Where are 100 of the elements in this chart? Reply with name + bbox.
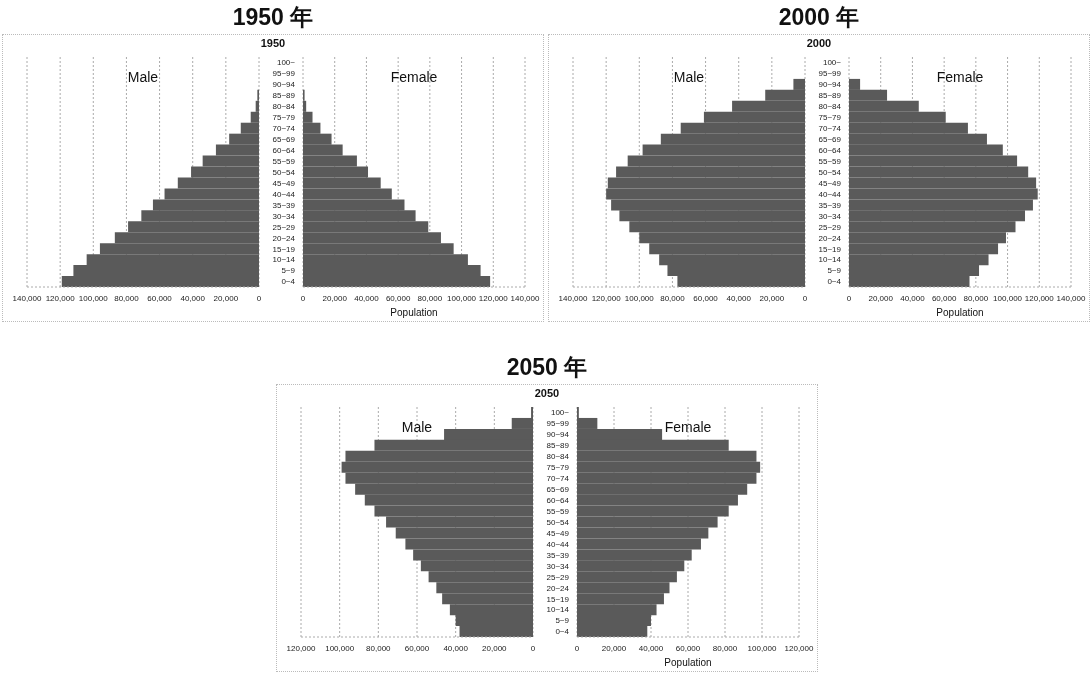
chart-title: 2000 年 bbox=[777, 3, 861, 32]
y-tick-label: 55~59 bbox=[272, 156, 296, 166]
y-tick-label: 70~74 bbox=[546, 474, 570, 484]
y-tick-label: 25~29 bbox=[546, 572, 570, 582]
y-tick-label: 40~44 bbox=[818, 189, 842, 199]
y-tick-label: 5~9 bbox=[281, 266, 296, 276]
y-tick-label: 35~39 bbox=[818, 200, 842, 210]
x-tick-label: 80,000 bbox=[660, 293, 686, 303]
y-tick-label: 0~4 bbox=[555, 627, 570, 637]
y-tick-label: 85~89 bbox=[818, 91, 842, 101]
y-tick-label: 60~64 bbox=[546, 495, 570, 505]
y-tick-label: 100~ bbox=[550, 408, 570, 418]
x-tick-label: 0 bbox=[300, 293, 306, 303]
x-tick-label: 60,000 bbox=[404, 643, 430, 653]
y-tick-label: 100~ bbox=[822, 58, 842, 68]
y-tick-label: 80~84 bbox=[546, 452, 570, 462]
x-tick-label: 120,000 bbox=[591, 293, 622, 303]
y-tick-label: 5~9 bbox=[827, 266, 842, 276]
x-tick-label: 40,000 bbox=[354, 293, 380, 303]
x-tick-label: 80,000 bbox=[366, 643, 392, 653]
y-tick-label: 15~19 bbox=[272, 244, 296, 254]
chart-subtitle: 2000 bbox=[805, 37, 833, 51]
y-tick-label: 75~79 bbox=[272, 113, 296, 123]
x-tick-label: 40,000 bbox=[726, 293, 752, 303]
x-tick-label: 100,000 bbox=[624, 293, 655, 303]
chart-title: 1950 年 bbox=[231, 3, 315, 32]
x-tick-label: 0 bbox=[530, 643, 536, 653]
y-tick-label: 0~4 bbox=[281, 277, 296, 287]
x-tick-label: 20,000 bbox=[322, 293, 348, 303]
x-tick-label: 120,000 bbox=[784, 643, 815, 653]
y-tick-label: 70~74 bbox=[272, 124, 296, 134]
y-tick-label: 60~64 bbox=[272, 145, 296, 155]
y-tick-label: 45~49 bbox=[818, 178, 842, 188]
y-tick-label: 30~34 bbox=[546, 561, 570, 571]
x-tick-label: 100,000 bbox=[447, 293, 477, 303]
x-axis-title: Population bbox=[935, 307, 985, 318]
y-tick-label: 65~69 bbox=[818, 134, 842, 144]
y-tick-label: 50~54 bbox=[818, 167, 842, 177]
x-tick-label: 60,000 bbox=[693, 293, 719, 303]
x-tick-label: 0 bbox=[574, 643, 580, 653]
x-tick-label: 20,000 bbox=[868, 293, 894, 303]
y-tick-label: 90~94 bbox=[818, 80, 842, 90]
x-tick-label: 100,000 bbox=[747, 643, 778, 653]
series-label: Female bbox=[935, 69, 985, 85]
y-tick-label: 5~9 bbox=[555, 616, 570, 626]
y-tick-label: 45~49 bbox=[546, 528, 570, 538]
y-tick-label: 15~19 bbox=[818, 244, 842, 254]
x-tick-label: 0 bbox=[802, 293, 808, 303]
x-tick-label: 20,000 bbox=[213, 293, 239, 303]
text: Female bbox=[389, 69, 439, 85]
y-tick-label: 85~89 bbox=[546, 441, 570, 451]
series-label: Male bbox=[400, 419, 434, 435]
y-tick-label: 95~99 bbox=[818, 69, 842, 79]
x-tick-label: 140,000 bbox=[12, 293, 43, 303]
x-tick-label: 80,000 bbox=[417, 293, 443, 303]
y-tick-label: 40~44 bbox=[546, 539, 570, 549]
x-tick-label: 140,000 bbox=[558, 293, 589, 303]
y-tick-label: 30~34 bbox=[818, 211, 842, 221]
y-tick-label: 30~34 bbox=[272, 211, 296, 221]
x-tick-label: 120,000 bbox=[45, 293, 76, 303]
y-tick-label: 95~99 bbox=[272, 69, 296, 79]
chart-subtitle: 2050 bbox=[533, 387, 561, 401]
y-tick-label: 95~99 bbox=[546, 419, 570, 429]
x-tick-label: 80,000 bbox=[712, 643, 738, 653]
y-tick-label: 70~74 bbox=[818, 124, 842, 134]
x-tick-label: 0 bbox=[256, 293, 262, 303]
series-label: Male bbox=[672, 69, 706, 85]
y-tick-label: 35~39 bbox=[546, 550, 570, 560]
x-tick-label: 0 bbox=[846, 293, 852, 303]
y-tick-label: 55~59 bbox=[546, 506, 570, 516]
x-tick-label: 80,000 bbox=[963, 293, 989, 303]
y-tick-label: 75~79 bbox=[818, 113, 842, 123]
y-tick-label: 75~79 bbox=[546, 463, 570, 473]
x-tick-label: 120,000 bbox=[286, 643, 317, 653]
y-tick-label: 90~94 bbox=[546, 430, 570, 440]
x-tick-label: 100,000 bbox=[325, 643, 355, 653]
y-tick-label: 90~94 bbox=[272, 80, 296, 90]
y-tick-label: 80~84 bbox=[272, 102, 296, 112]
y-tick-label: 20~24 bbox=[546, 583, 570, 593]
x-tick-label: 60,000 bbox=[147, 293, 173, 303]
x-tick-label: 40,000 bbox=[443, 643, 469, 653]
y-tick-label: 60~64 bbox=[818, 145, 842, 155]
y-tick-label: 85~89 bbox=[272, 91, 296, 101]
y-tick-label: 45~49 bbox=[272, 178, 296, 188]
y-tick-label: 55~59 bbox=[818, 156, 842, 166]
x-tick-label: 120,000 bbox=[478, 293, 509, 303]
y-tick-label: 20~24 bbox=[272, 233, 296, 243]
y-tick-label: 50~54 bbox=[272, 167, 296, 177]
x-axis-title: Population bbox=[663, 657, 713, 668]
y-tick-label: 10~14 bbox=[272, 255, 296, 265]
y-tick-label: 10~14 bbox=[546, 605, 570, 615]
x-tick-label: 40,000 bbox=[900, 293, 926, 303]
y-tick-label: 20~24 bbox=[818, 233, 842, 243]
x-tick-label: 140,000 bbox=[1056, 293, 1087, 303]
y-tick-label: 65~69 bbox=[546, 484, 570, 494]
series-label: Female bbox=[663, 419, 713, 435]
x-tick-label: 40,000 bbox=[180, 293, 206, 303]
x-tick-label: 60,000 bbox=[385, 293, 411, 303]
y-tick-label: 25~29 bbox=[272, 222, 296, 232]
x-tick-label: 60,000 bbox=[931, 293, 957, 303]
